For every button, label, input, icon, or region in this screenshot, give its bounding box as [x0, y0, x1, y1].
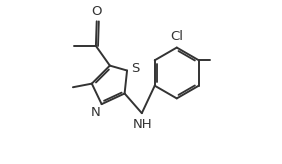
Text: O: O [91, 5, 102, 18]
Text: S: S [131, 62, 139, 75]
Text: Cl: Cl [171, 30, 184, 43]
Text: NH: NH [132, 118, 152, 131]
Text: N: N [90, 106, 100, 119]
